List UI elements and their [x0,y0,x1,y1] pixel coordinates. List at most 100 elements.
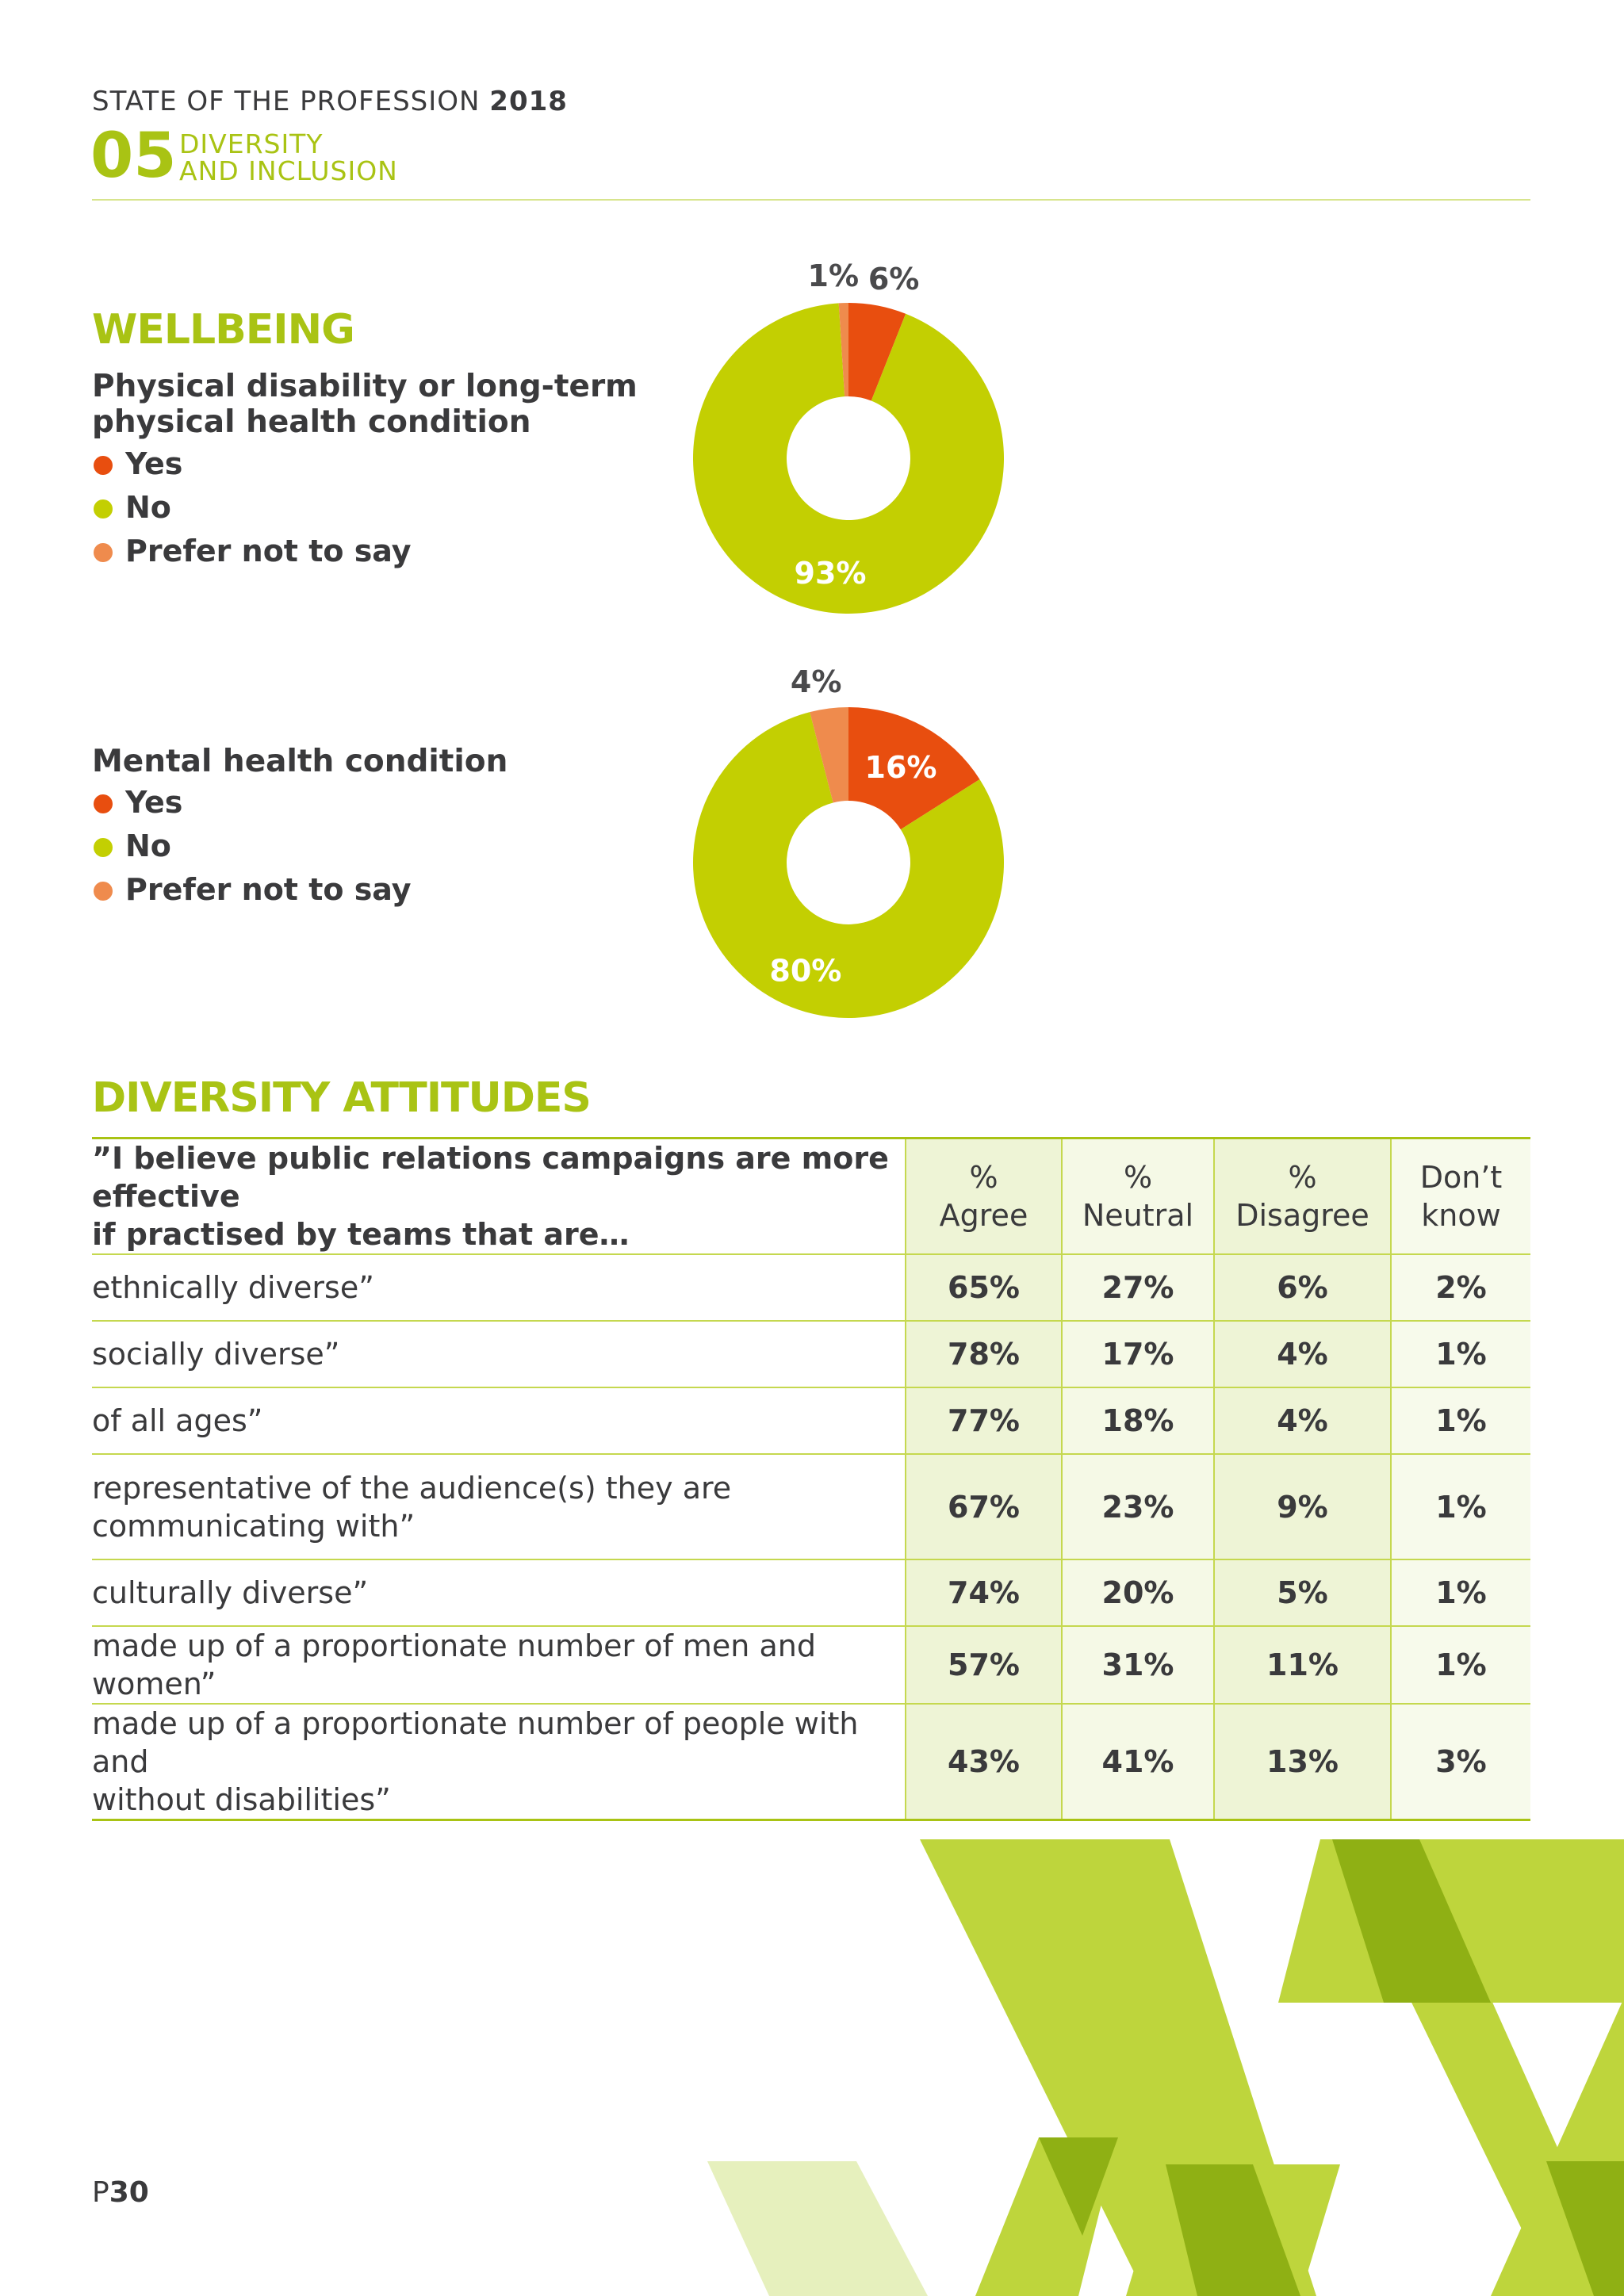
cell-value: 1% [1390,1321,1530,1388]
row-statement-line1: made up of a proportionate number of peo… [92,1706,859,1779]
donut-label: 93% [795,556,867,591]
cell-value: 13% [1213,1704,1391,1821]
physical-donut-chart: 6% 93% 1% [692,258,1004,614]
table-row: made up of a proportionate number of men… [92,1626,1530,1705]
cell-value: 5% [1213,1559,1391,1627]
page-prefix: P [92,2176,109,2209]
row-statement-line1: ethnically diverse” [92,1270,374,1305]
legend-label: No [125,490,171,525]
table-row: representative of the audience(s) they a… [92,1454,1530,1560]
donut-slice-no [693,712,1004,1018]
legend-item: Yes [92,783,412,826]
cell-value: 1% [1390,1559,1530,1627]
cell-value: 3% [1390,1704,1530,1821]
report-title: STATE OF THE PROFESSION 2018 [92,86,568,117]
cell-value: 4% [1213,1321,1391,1388]
column-header-line1: Don’t [1419,1160,1503,1195]
column-header-line1: % [1123,1160,1153,1195]
question-line1: ”I believe public relations campaigns ar… [92,1141,889,1214]
column-header-dont-know: Don’t know [1390,1137,1530,1255]
report-title-text: STATE OF THE PROFESSION [92,86,481,117]
legend-label: Yes [125,785,183,820]
row-statement: culturally diverse” [92,1559,906,1627]
row-statement-line1: of all ages” [92,1403,263,1438]
donut-slice-yes [848,303,906,401]
header-divider [92,199,1530,201]
cell-value: 4% [1213,1387,1391,1455]
legend-label: Prefer not to say [125,534,412,568]
column-header-line2: Disagree [1235,1198,1369,1233]
column-header-neutral: % Neutral [1061,1137,1214,1255]
donut-label: 16% [865,750,937,785]
legend-dot [94,794,113,813]
cell-value: 43% [905,1704,1062,1821]
legend-item: Prefer not to say [92,870,412,913]
cell-value: 23% [1061,1454,1214,1560]
legend-dot [94,882,113,901]
legend-dot [94,543,113,562]
cell-value: 78% [905,1321,1062,1388]
legend-item: Yes [92,444,412,488]
row-statement-line1: made up of a proportionate number of men… [92,1628,816,1701]
diversity-attitudes-heading: DIVERSITY ATTITUDES [92,1074,592,1122]
report-year: 2018 [489,86,568,117]
donut-slice-prefer-not-to-say [838,303,848,397]
cell-value: 65% [905,1254,1062,1322]
legend-item: Prefer not to say [92,531,412,575]
legend-label: No [125,828,171,863]
physical-title-line1: Physical disability or long-term [92,369,638,404]
table-row: culturally diverse” 74% 20% 5% 1% [92,1559,1530,1627]
physical-title-line2: physical health condition [92,404,531,440]
donut-label: 6% [868,262,920,297]
row-statement: made up of a proportionate number of peo… [92,1704,906,1821]
cell-value: 2% [1390,1254,1530,1322]
cell-value: 1% [1390,1454,1530,1560]
table-row: of all ages” 77% 18% 4% 1% [92,1387,1530,1455]
mental-legend: Yes No Prefer not to say [92,783,412,913]
cell-value: 31% [1061,1626,1214,1705]
column-header-line2: know [1421,1198,1501,1233]
row-statement: of all ages” [92,1387,906,1455]
decor-shape [1039,2137,1118,2236]
row-statement-line2: communicating with” [92,1508,416,1544]
cell-value: 6% [1213,1254,1391,1322]
physical-question-title: Physical disability or long-term physica… [92,369,638,440]
donut-slice-prefer-not-to-say [810,707,848,803]
cell-value: 1% [1390,1626,1530,1705]
column-header-agree: % Agree [905,1137,1062,1255]
page-number-value: 30 [109,2176,149,2209]
section-name-line2: AND INCLUSION [179,155,398,186]
decor-shape [1546,2161,1624,2296]
row-statement: ethnically diverse” [92,1254,906,1322]
mental-question-title: Mental health condition [92,744,508,779]
table-row: ethnically diverse” 65% 27% 6% 2% [92,1254,1530,1322]
cell-value: 20% [1061,1559,1214,1627]
legend-item: No [92,826,412,870]
legend-label: Yes [125,446,183,481]
decor-shape [1166,2164,1300,2296]
decorative-shapes [707,1839,1624,2296]
row-statement-line1: culturally diverse” [92,1575,369,1610]
column-header-line2: Agree [939,1198,1028,1233]
decor-shape [1332,1839,1491,2003]
cell-value: 74% [905,1559,1062,1627]
cell-value: 9% [1213,1454,1391,1560]
cell-value: 67% [905,1454,1062,1560]
legend-item: No [92,488,412,531]
page-number: P30 [92,2176,149,2209]
donut-label: 4% [791,664,842,699]
row-statement: representative of the audience(s) they a… [92,1454,906,1560]
column-header-line2: Neutral [1082,1198,1194,1233]
legend-label: Prefer not to say [125,872,412,907]
row-statement-line1: socially diverse” [92,1337,340,1372]
row-statement: made up of a proportionate number of men… [92,1626,906,1705]
decor-shape [707,2161,928,2296]
attitudes-table: ”I believe public relations campaigns ar… [92,1137,1530,1821]
column-header-line1: % [969,1160,998,1195]
cell-value: 77% [905,1387,1062,1455]
wellbeing-heading: WELLBEING [92,306,355,354]
section-name: DIVERSITY AND INCLUSION [179,131,398,185]
legend-dot [94,499,113,519]
donut-label: 80% [769,954,841,989]
question-line2: if practised by teams that are… [92,1217,630,1252]
